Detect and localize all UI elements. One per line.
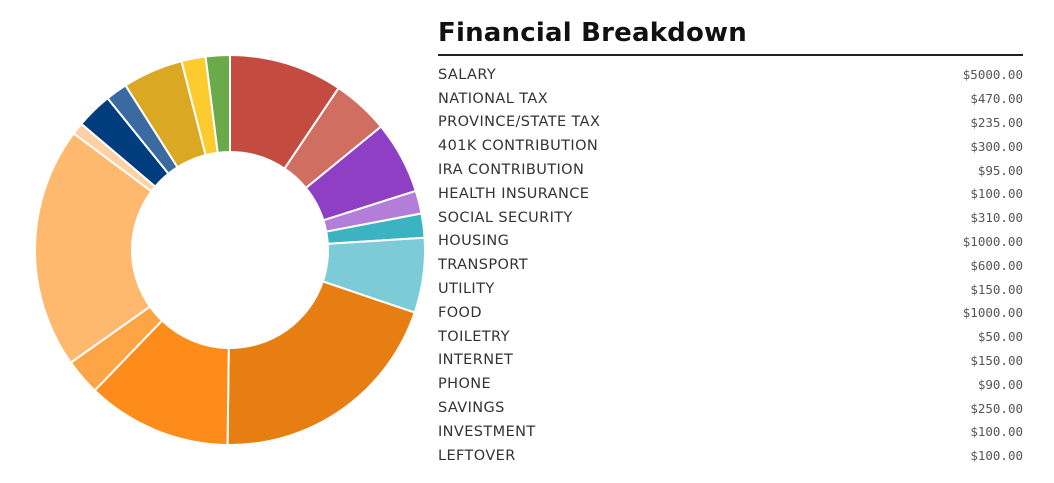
list-item: FOOD $1000.00	[438, 301, 1023, 325]
donut-chart	[20, 40, 440, 460]
list-item: PROVINCE/STATE TAX $235.00	[438, 111, 1023, 135]
list-item: UTILITY $150.00	[438, 277, 1023, 301]
item-amount: $470.00	[970, 91, 1023, 107]
item-amount: $600.00	[970, 257, 1023, 273]
item-label: SAVINGS	[438, 400, 505, 417]
item-amount: $5000.00	[962, 67, 1023, 83]
item-amount: $150.00	[970, 281, 1023, 297]
donut-chart-svg	[34, 53, 426, 446]
item-label: INVESTMENT	[438, 423, 536, 440]
item-label: UTILITY	[438, 281, 495, 298]
list-item: HEALTH INSURANCE $100.00	[438, 182, 1023, 206]
list-item: NATIONAL TAX $470.00	[438, 87, 1023, 111]
item-amount: $1000.00	[962, 305, 1023, 321]
item-label: SOCIAL SECURITY	[438, 209, 573, 226]
item-amount: $310.00	[970, 210, 1023, 226]
item-amount: $100.00	[970, 186, 1023, 202]
item-amount: $235.00	[970, 114, 1023, 130]
item-amount: $50.00	[977, 329, 1023, 345]
item-amount: $100.00	[970, 448, 1023, 464]
item-label: SALARY	[438, 66, 497, 83]
item-label: FOOD	[438, 304, 482, 321]
list-item: SAVINGS $250.00	[438, 396, 1023, 420]
list-item: SALARY $5000.00	[438, 63, 1023, 87]
list-item: PHONE $90.00	[438, 372, 1023, 396]
list-item: INTERNET $150.00	[438, 349, 1023, 373]
item-label: INTERNET	[438, 352, 514, 369]
item-label: HEALTH INSURANCE	[438, 185, 590, 202]
list-item: IRA CONTRIBUTION $95.00	[438, 158, 1023, 182]
list-item: TOILETRY $50.00	[438, 325, 1023, 349]
slice-leftover	[204, 53, 231, 154]
item-label: PHONE	[438, 376, 492, 393]
item-label: LEFTOVER	[438, 447, 516, 464]
slice-housing	[226, 280, 416, 446]
list-item: INVESTMENT $100.00	[438, 420, 1023, 444]
item-amount: $95.00	[977, 162, 1023, 178]
breakdown-panel: Financial Breakdown SALARY $5000.00 NATION…	[438, 14, 1023, 468]
item-label: 401K CONTRIBUTION	[438, 138, 599, 155]
item-amount: $1000.00	[962, 233, 1023, 249]
page-title: Financial Breakdown	[438, 14, 1023, 56]
list-item: LEFTOVER $100.00	[438, 444, 1023, 468]
slice-food	[34, 132, 153, 365]
list-item: 401K CONTRIBUTION $300.00	[438, 134, 1023, 158]
item-amount: $90.00	[977, 376, 1023, 392]
item-amount: $100.00	[970, 424, 1023, 440]
item-label: HOUSING	[438, 233, 510, 250]
breakdown-list: SALARY $5000.00 NATIONAL TAX $470.00 PROVINC…	[438, 63, 1023, 468]
list-item: HOUSING $1000.00	[438, 230, 1023, 254]
item-label: TRANSPORT	[438, 257, 528, 274]
item-amount: $300.00	[970, 138, 1023, 154]
list-item: TRANSPORT $600.00	[438, 253, 1023, 277]
list-item: SOCIAL SECURITY $310.00	[438, 206, 1023, 230]
item-amount: $150.00	[970, 352, 1023, 368]
item-label: TOILETRY	[438, 328, 510, 345]
item-label: IRA CONTRIBUTION	[438, 162, 585, 179]
item-label: PROVINCE/STATE TAX	[438, 114, 601, 131]
item-amount: $250.00	[970, 400, 1023, 416]
item-label: NATIONAL TAX	[438, 90, 549, 107]
